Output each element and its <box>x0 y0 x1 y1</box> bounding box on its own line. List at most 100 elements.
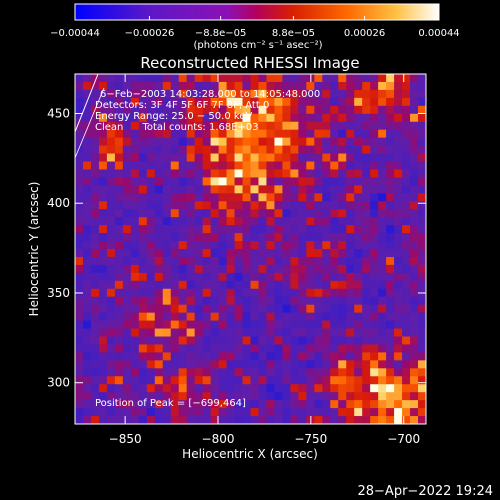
heatmap-cell <box>282 400 291 409</box>
heatmap-cell <box>314 384 323 393</box>
heatmap-cell <box>210 217 219 226</box>
heatmap-cell <box>290 296 299 306</box>
colorbar <box>74 3 440 21</box>
heatmap-cell <box>378 368 387 377</box>
heatmap-cell <box>162 376 172 385</box>
heatmap-cell <box>322 113 331 123</box>
heatmap-cell <box>338 233 347 242</box>
heatmap-cell <box>82 185 92 194</box>
heatmap-cell <box>290 161 299 170</box>
heatmap-cell <box>282 360 291 369</box>
heatmap-cell <box>106 288 116 298</box>
heatmap-cell <box>354 121 363 131</box>
heatmap-cell <box>378 225 387 234</box>
heatmap-cell <box>242 264 251 274</box>
heatmap-cell <box>330 145 339 154</box>
heatmap-cell <box>170 249 180 258</box>
heatmap-cell <box>282 368 291 377</box>
heatmap-cell <box>314 89 323 99</box>
heatmap-cell <box>250 312 259 321</box>
heatmap-cell <box>330 209 339 218</box>
heatmap-cell <box>258 113 267 123</box>
heatmap-cell <box>378 145 387 154</box>
heatmap-cell <box>362 225 371 234</box>
heatmap-cell <box>154 296 164 306</box>
heatmap-cell <box>202 137 212 146</box>
heatmap-cell <box>322 408 331 417</box>
heatmap-cell <box>138 304 148 314</box>
x-tick-label: −800 <box>202 432 235 446</box>
heatmap-cell <box>282 264 291 274</box>
heatmap-cell <box>234 392 243 401</box>
heatmap-cell <box>138 384 148 393</box>
heatmap-cell <box>346 185 355 194</box>
heatmap-cell <box>122 304 132 314</box>
heatmap-cell <box>298 193 307 202</box>
heatmap-cell <box>114 376 124 385</box>
heatmap-cell <box>170 233 180 242</box>
heatmap-cell <box>394 384 403 393</box>
heatmap-cell <box>362 97 371 107</box>
heatmap-cell <box>218 89 227 99</box>
heatmap-cell <box>346 74 355 83</box>
heatmap-cell <box>122 400 132 409</box>
heatmap-cell <box>282 121 291 131</box>
heatmap-cell <box>90 81 100 91</box>
heatmap-cell <box>378 201 387 210</box>
heatmap-cell <box>170 416 180 424</box>
heatmap-cell <box>410 416 419 424</box>
heatmap-cell <box>258 264 267 274</box>
heatmap-cell <box>298 384 307 393</box>
heatmap-cell <box>226 137 235 146</box>
colorbar-tick-label: −0.00026 <box>125 28 175 39</box>
heatmap-cell <box>75 201 84 210</box>
heatmap-cell <box>114 408 124 417</box>
heatmap-cell <box>378 97 387 107</box>
heatmap-cell <box>130 113 140 123</box>
heatmap-cell <box>130 312 140 321</box>
heatmap-cell <box>418 217 426 226</box>
heatmap-cell <box>130 408 140 417</box>
heatmap-cell <box>234 384 243 393</box>
heatmap-cell <box>90 241 100 250</box>
heatmap-cell <box>218 320 227 329</box>
heatmap-cell <box>98 312 108 321</box>
heatmap-cell <box>122 225 132 234</box>
heatmap-cell <box>218 161 227 170</box>
heatmap-cell <box>274 392 283 401</box>
heatmap-cell <box>75 145 84 154</box>
heatmap-cell <box>298 113 307 123</box>
heatmap-cell <box>394 392 403 401</box>
annotation-time: 6−Feb−2003 14:03:28.000 to 14:05:48.000 <box>100 89 320 100</box>
heatmap-cell <box>418 360 426 369</box>
heatmap-cell <box>75 169 84 178</box>
heatmap-cell <box>146 249 156 258</box>
heatmap-cell <box>250 129 259 139</box>
heatmap-cell <box>402 400 411 409</box>
heatmap-cell <box>258 137 267 146</box>
heatmap-cell <box>258 161 267 170</box>
heatmap-cell <box>402 408 411 417</box>
heatmap-cell <box>242 360 251 369</box>
heatmap-cell <box>130 74 140 83</box>
heatmap-cell <box>306 185 315 194</box>
heatmap-cell <box>314 169 323 178</box>
heatmap-cell <box>354 105 363 115</box>
heatmap-cell <box>274 296 283 306</box>
heatmap-cell <box>258 280 267 290</box>
heatmap-cell <box>354 328 363 337</box>
heatmap-cell <box>138 145 148 154</box>
heatmap-cell <box>194 225 204 234</box>
heatmap-cell <box>130 193 140 202</box>
heatmap-cell <box>138 344 148 353</box>
heatmap-cell <box>242 272 251 282</box>
heatmap-cell <box>338 185 347 194</box>
heatmap-cell <box>410 161 419 170</box>
heatmap-cell <box>146 193 156 202</box>
heatmap-cell <box>122 201 132 210</box>
heatmap-cell <box>258 344 267 353</box>
heatmap-cell <box>250 400 259 409</box>
heatmap-cell <box>98 360 108 369</box>
heatmap-cell <box>154 89 164 99</box>
heatmap-cell <box>362 392 371 401</box>
